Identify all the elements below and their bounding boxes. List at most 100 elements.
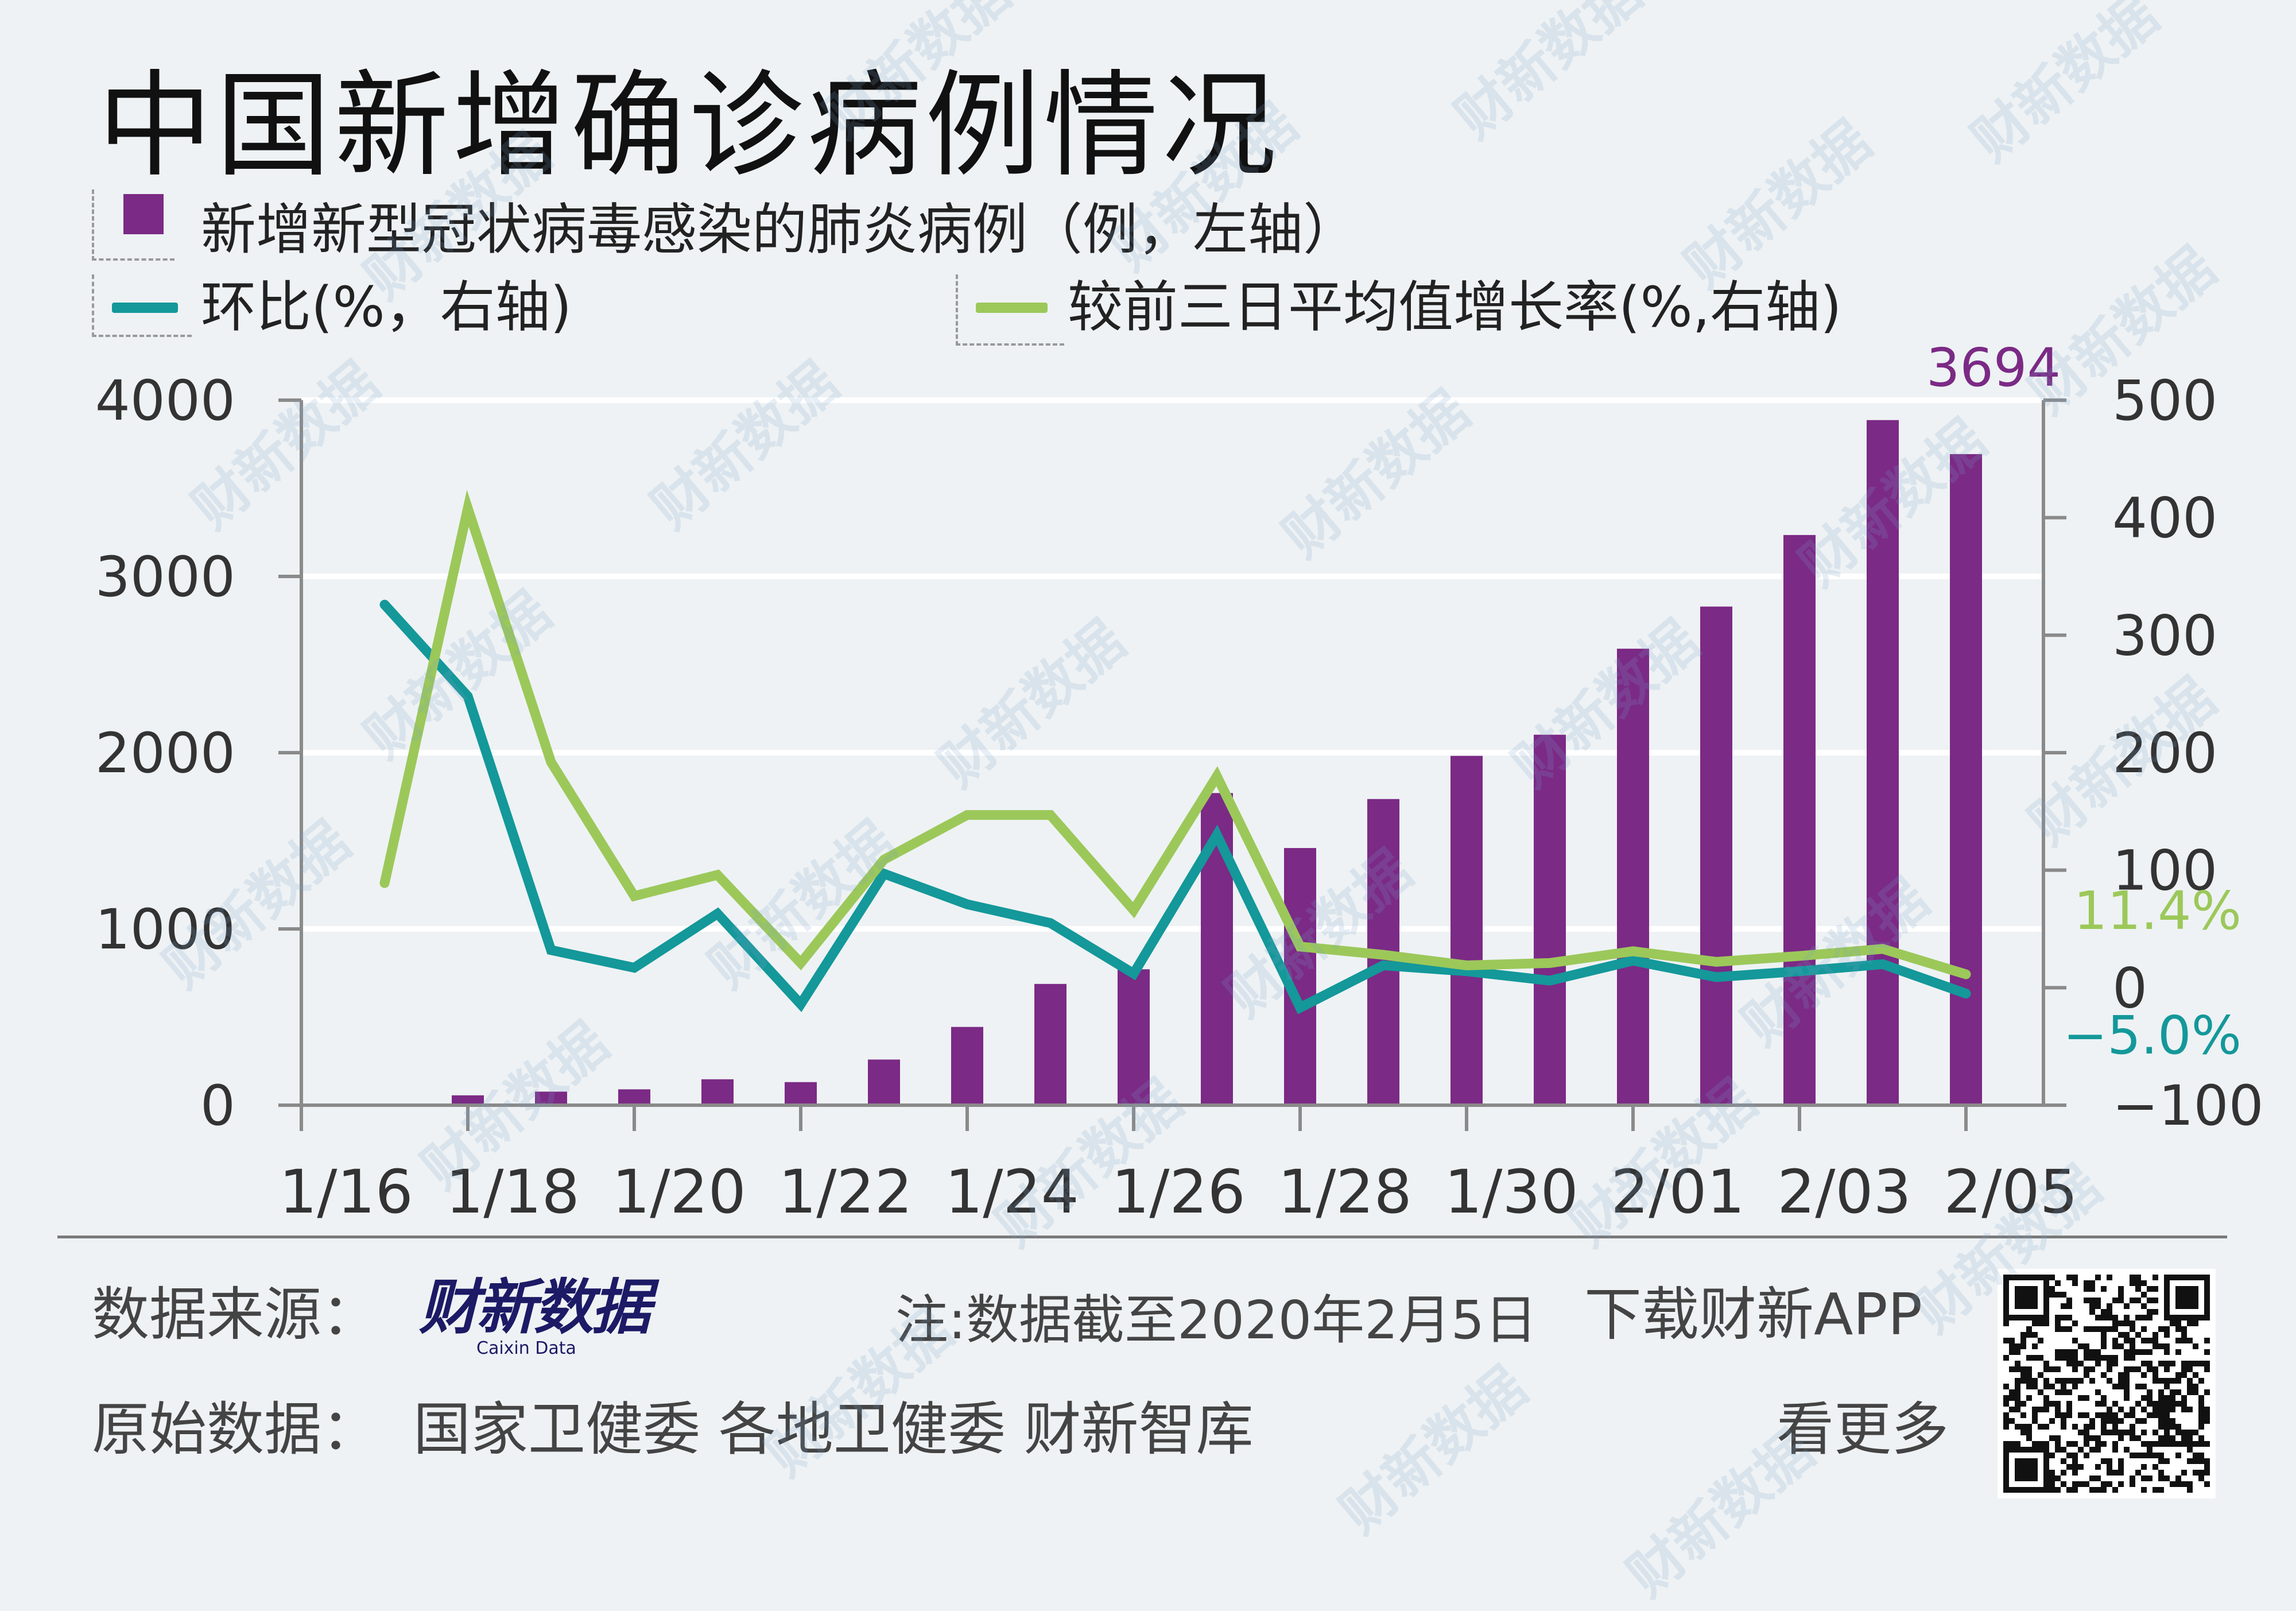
qr-module bbox=[2181, 1401, 2187, 1407]
qr-module bbox=[2003, 1401, 2009, 1407]
qr-module bbox=[2095, 1355, 2101, 1361]
qr-module bbox=[2118, 1320, 2124, 1326]
qr-module bbox=[2204, 1464, 2210, 1470]
qr-module bbox=[2175, 1372, 2181, 1378]
qr-module bbox=[2101, 1286, 2107, 1292]
qr-module bbox=[2015, 1441, 2020, 1447]
qr-module bbox=[2020, 1372, 2026, 1378]
qr-module bbox=[2020, 1332, 2026, 1338]
qr-module bbox=[2020, 1338, 2026, 1343]
qr-module bbox=[2164, 1430, 2170, 1435]
qr-module bbox=[2078, 1481, 2084, 1487]
qr-module bbox=[2135, 1286, 2141, 1292]
qr-module bbox=[2072, 1458, 2078, 1464]
qr-module bbox=[2089, 1378, 2095, 1384]
qr-module bbox=[2170, 1407, 2175, 1412]
qr-module bbox=[2193, 1320, 2198, 1326]
qr-module bbox=[2043, 1407, 2049, 1412]
qr-module bbox=[2055, 1487, 2061, 1493]
qr-module bbox=[2101, 1309, 2107, 1315]
qr-module bbox=[2032, 1343, 2038, 1349]
qr-module bbox=[2130, 1343, 2135, 1349]
qr-module bbox=[2072, 1481, 2078, 1487]
qr-module bbox=[2147, 1309, 2152, 1315]
qr-module bbox=[2152, 1453, 2158, 1458]
qr-module bbox=[2158, 1343, 2164, 1349]
qr-module bbox=[2187, 1384, 2193, 1389]
bar bbox=[1950, 454, 1982, 1105]
qr-module bbox=[2152, 1275, 2158, 1280]
qr-module bbox=[2055, 1349, 2061, 1355]
qr-module bbox=[2049, 1275, 2055, 1280]
qr-module bbox=[2049, 1435, 2055, 1441]
legend-label-bars: 新增新型冠状病毒感染的肺炎病例（例，左轴） bbox=[201, 197, 1358, 262]
qr-module bbox=[2049, 1470, 2055, 1476]
qr-module bbox=[2009, 1338, 2015, 1343]
qr-module bbox=[2124, 1366, 2130, 1372]
qr-module bbox=[2020, 1430, 2026, 1435]
qr-module bbox=[2152, 1430, 2158, 1435]
qr-module bbox=[2020, 1401, 2026, 1407]
qr-module bbox=[2049, 1476, 2055, 1481]
qr-module bbox=[2009, 1366, 2015, 1372]
qr-module bbox=[2049, 1487, 2055, 1493]
qr-module bbox=[2032, 1441, 2038, 1447]
qr-module bbox=[2066, 1453, 2072, 1458]
annotation-last-bar: 3694 bbox=[1926, 337, 2061, 398]
qr-module bbox=[2043, 1384, 2049, 1389]
qr-module bbox=[2089, 1435, 2095, 1441]
qr-module bbox=[2130, 1476, 2135, 1481]
qr-module bbox=[2072, 1275, 2078, 1280]
qr-module bbox=[2193, 1458, 2198, 1464]
data-note: 注:数据截至2020年2月5日 bbox=[895, 1289, 1538, 1351]
qr-module bbox=[2095, 1412, 2101, 1418]
qr-module bbox=[2112, 1424, 2118, 1430]
qr-module bbox=[2158, 1458, 2164, 1464]
qr-module bbox=[2055, 1389, 2061, 1395]
qr-module bbox=[2204, 1407, 2210, 1412]
qr-module bbox=[2066, 1389, 2072, 1395]
qr-module bbox=[2141, 1464, 2147, 1470]
qr-module bbox=[2078, 1430, 2084, 1435]
qr-module bbox=[2066, 1326, 2072, 1332]
qr-module bbox=[2198, 1378, 2204, 1384]
qr-module bbox=[2141, 1280, 2147, 1286]
axis-labels: 0 1000 2000 3000 4000 −100 0 100 200 300 400 500 1/1… bbox=[95, 369, 2264, 1227]
qr-module bbox=[2170, 1389, 2175, 1395]
x-tick-label: 1/20 bbox=[612, 1157, 746, 1227]
qr-module bbox=[2095, 1303, 2101, 1309]
qr-module bbox=[2112, 1338, 2118, 1343]
qr-module bbox=[2141, 1441, 2147, 1447]
qr-code[interactable] bbox=[1998, 1269, 2216, 1498]
line-three-day bbox=[379, 490, 1971, 979]
qr-module bbox=[2066, 1378, 2072, 1384]
qr-module bbox=[2175, 1338, 2181, 1343]
qr-module bbox=[2147, 1315, 2152, 1320]
left-tick-label: 2000 bbox=[95, 721, 235, 785]
qr-module bbox=[2187, 1481, 2193, 1487]
qr-module bbox=[2026, 1424, 2032, 1430]
qr-module bbox=[2130, 1326, 2135, 1332]
qr-module bbox=[2015, 1366, 2020, 1372]
qr-module bbox=[2112, 1384, 2118, 1389]
legend-frame-three-day bbox=[956, 274, 1064, 346]
qr-module bbox=[2181, 1435, 2187, 1441]
x-tick-label: 1/30 bbox=[1444, 1157, 1578, 1227]
qr-module bbox=[2078, 1378, 2084, 1384]
qr-module bbox=[2061, 1326, 2066, 1332]
qr-module bbox=[2089, 1280, 2095, 1286]
qr-module bbox=[2003, 1384, 2009, 1389]
qr-module bbox=[2170, 1395, 2175, 1401]
bar bbox=[868, 1059, 900, 1105]
qr-module bbox=[2055, 1280, 2061, 1286]
qr-module bbox=[2124, 1303, 2130, 1309]
qr-module bbox=[2118, 1435, 2124, 1441]
qr-module bbox=[2124, 1395, 2130, 1401]
qr-module bbox=[2193, 1361, 2198, 1366]
qr-module bbox=[2198, 1407, 2204, 1412]
qr-module bbox=[2107, 1326, 2112, 1332]
qr-module bbox=[2164, 1343, 2170, 1349]
qr-module bbox=[2152, 1372, 2158, 1378]
qr-module bbox=[2107, 1458, 2112, 1464]
qr-module bbox=[2015, 1401, 2020, 1407]
